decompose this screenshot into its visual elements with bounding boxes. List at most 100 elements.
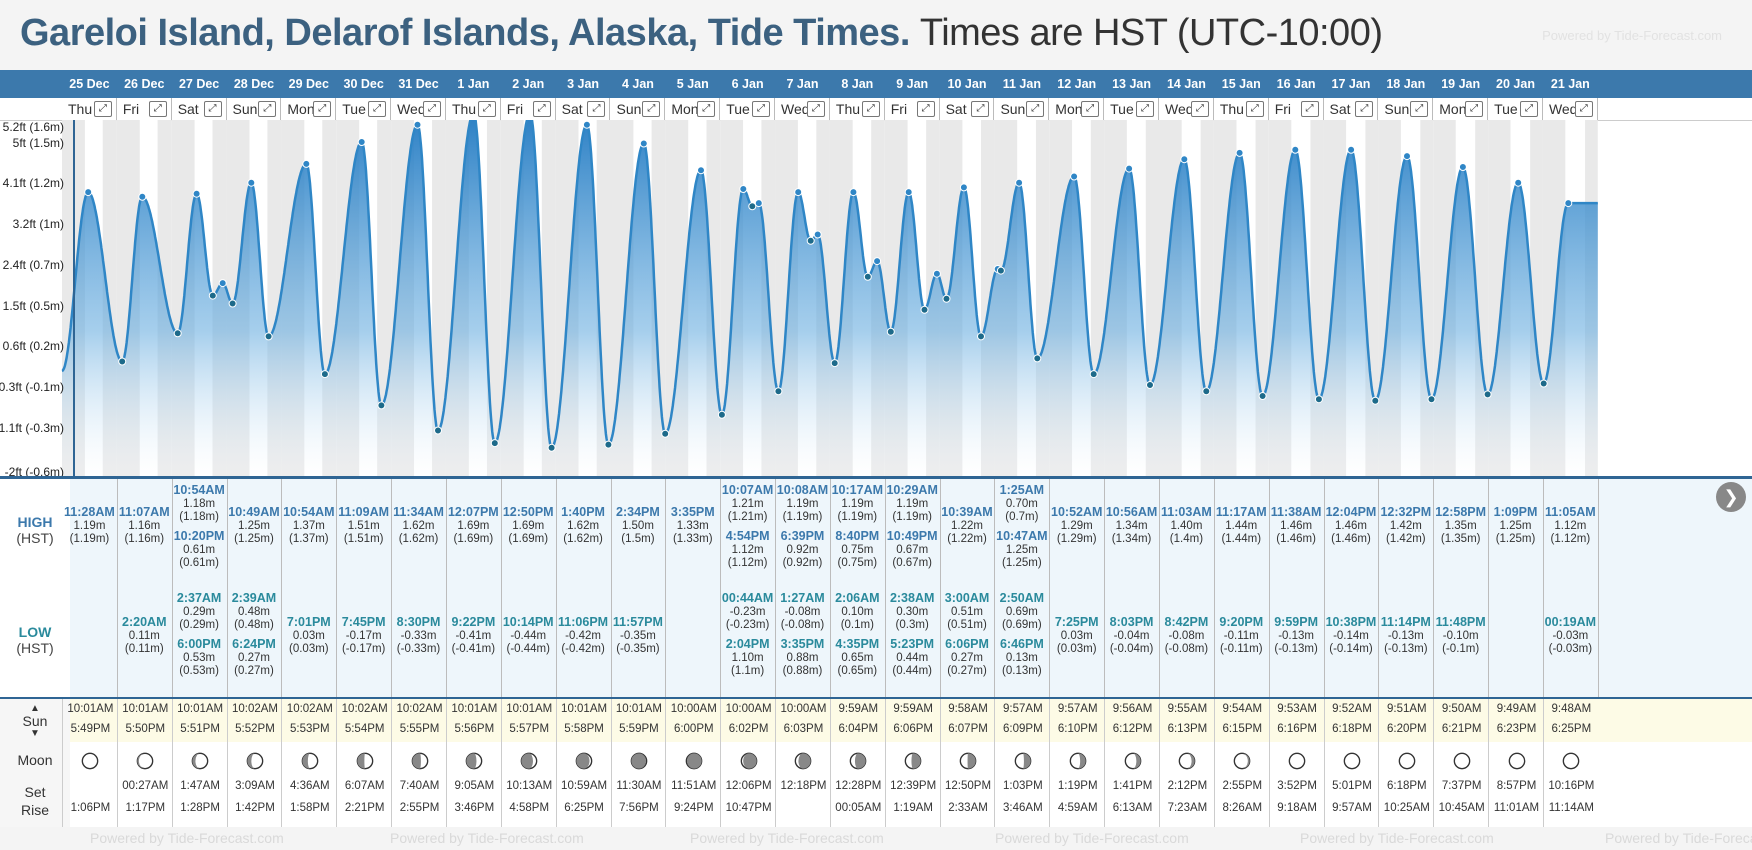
high-tide-point[interactable]	[413, 120, 422, 129]
high-tide-point[interactable]	[357, 138, 366, 146]
low-tide-point[interactable]	[886, 327, 895, 336]
high-tide-point[interactable]	[754, 199, 763, 208]
low-tide-point[interactable]	[1539, 379, 1548, 388]
expand-icon[interactable]: ⤢	[477, 101, 496, 117]
high-tide-point[interactable]	[813, 230, 822, 239]
moonset-time: 1:41PM	[1112, 780, 1153, 792]
high-tide-point[interactable]	[739, 185, 748, 193]
low-tide-point[interactable]	[118, 357, 127, 366]
expand-icon[interactable]: ⤢	[1026, 101, 1045, 117]
high-tide-point[interactable]	[1514, 178, 1523, 187]
low-tide-point[interactable]	[264, 332, 273, 341]
high-tide-point[interactable]	[218, 279, 227, 288]
high-tide-point[interactable]	[1403, 152, 1411, 161]
expand-icon[interactable]: ⤢	[806, 101, 825, 117]
expand-icon[interactable]: ⤢	[532, 101, 551, 117]
low-tide-point[interactable]	[228, 299, 237, 308]
high-tide-point[interactable]	[904, 188, 913, 197]
high-tide-point[interactable]	[1564, 199, 1573, 208]
moon-times: 10:13AM 4:58PM	[500, 742, 557, 827]
low-tide-point[interactable]	[920, 305, 929, 314]
low-tide-point[interactable]	[1258, 392, 1267, 400]
low-tide-point[interactable]	[830, 359, 839, 368]
next-arrow-icon[interactable]: ❯	[1716, 482, 1746, 512]
low-tide-point[interactable]	[490, 439, 499, 448]
expand-icon[interactable]: ⤢	[587, 101, 606, 117]
expand-icon[interactable]: ⤢	[1081, 101, 1100, 117]
high-tide-point[interactable]	[639, 139, 648, 148]
low-tide-point[interactable]	[1202, 387, 1211, 396]
high-tide-point[interactable]	[1125, 164, 1134, 173]
low-tide-point[interactable]	[1427, 395, 1436, 404]
low-tide-point[interactable]	[806, 236, 815, 245]
low-tide-point[interactable]	[1483, 390, 1492, 399]
low-tide-point[interactable]	[717, 410, 726, 419]
low-tide-point[interactable]	[1089, 370, 1098, 379]
expand-icon[interactable]: ⤢	[1574, 101, 1593, 117]
high-tide-point[interactable]	[932, 269, 941, 278]
expand-icon[interactable]: ⤢	[916, 101, 935, 117]
high-tide-point[interactable]	[582, 120, 591, 129]
low-tide-point[interactable]	[377, 401, 386, 410]
high-tide-point[interactable]	[697, 166, 705, 175]
expand-icon[interactable]: ⤢	[752, 101, 771, 117]
tide-area	[62, 120, 1598, 476]
high-tide-point[interactable]	[1347, 145, 1356, 154]
high-tide-point[interactable]	[1015, 178, 1024, 187]
low-tide-point[interactable]	[320, 370, 329, 379]
expand-icon[interactable]: ⤢	[642, 101, 661, 117]
high-tide-point[interactable]	[794, 188, 803, 197]
high-tide-point[interactable]	[302, 159, 311, 168]
expand-icon[interactable]: ⤢	[1519, 101, 1538, 117]
low-tide-point[interactable]	[863, 272, 872, 281]
low-tide-point[interactable]	[977, 332, 985, 341]
high-tide-entry: 10:47AM 1.25m (1.25m)	[994, 529, 1049, 571]
high-tide-point[interactable]	[1235, 148, 1244, 157]
low-tide-point[interactable]	[1371, 396, 1380, 405]
low-tide-point[interactable]	[173, 329, 182, 338]
expand-icon[interactable]: ⤢	[313, 101, 332, 117]
expand-icon[interactable]: ⤢	[1300, 101, 1319, 117]
high-tide-point[interactable]	[1458, 163, 1467, 171]
expand-icon[interactable]: ⤢	[1355, 101, 1374, 117]
low-tide-point[interactable]	[996, 266, 1005, 275]
expand-icon[interactable]: ⤢	[861, 101, 880, 117]
weekday-label: Thu	[68, 101, 93, 117]
expand-icon[interactable]: ⤢	[697, 101, 716, 117]
high-tide-point[interactable]	[1180, 155, 1189, 164]
high-tide-point[interactable]	[873, 257, 882, 266]
expand-icon[interactable]: ⤢	[1245, 101, 1264, 117]
low-tide-point[interactable]	[1146, 381, 1154, 389]
low-tide-point[interactable]	[748, 202, 757, 211]
expand-icon[interactable]: ⤢	[1190, 101, 1209, 117]
day-cell: Fri ⤢	[501, 98, 556, 120]
high-tide-point[interactable]	[84, 188, 93, 197]
low-tide-point[interactable]	[1033, 354, 1042, 363]
expand-icon[interactable]: ⤢	[368, 101, 387, 117]
expand-icon[interactable]: ⤢	[148, 101, 167, 117]
low-tide-point[interactable]	[661, 429, 670, 438]
low-tide-point[interactable]	[942, 294, 951, 303]
high-tide-point[interactable]	[1291, 145, 1300, 154]
high-tide-point[interactable]	[192, 189, 201, 198]
expand-icon[interactable]: ⤢	[971, 101, 990, 117]
high-tide-point[interactable]	[1070, 172, 1079, 181]
high-tide-time: 10:39AM	[941, 505, 993, 519]
expand-icon[interactable]: ⤢	[1465, 101, 1484, 117]
high-tide-point[interactable]	[138, 192, 147, 201]
expand-icon[interactable]: ⤢	[1410, 101, 1429, 117]
high-tide-point[interactable]	[247, 178, 256, 187]
low-tide-point[interactable]	[774, 387, 783, 396]
expand-icon[interactable]: ⤢	[422, 101, 441, 117]
high-tide-point[interactable]	[959, 183, 968, 192]
expand-icon[interactable]: ⤢	[93, 101, 112, 117]
expand-icon[interactable]: ⤢	[258, 101, 277, 117]
high-tide-point[interactable]	[849, 188, 858, 197]
low-tide-point[interactable]	[604, 440, 613, 449]
low-tide-point[interactable]	[1314, 395, 1323, 404]
low-tide-point[interactable]	[208, 291, 217, 300]
expand-icon[interactable]: ⤢	[1135, 101, 1154, 117]
expand-icon[interactable]: ⤢	[203, 101, 222, 117]
low-tide-point[interactable]	[434, 426, 442, 435]
low-tide-point[interactable]	[547, 443, 556, 452]
